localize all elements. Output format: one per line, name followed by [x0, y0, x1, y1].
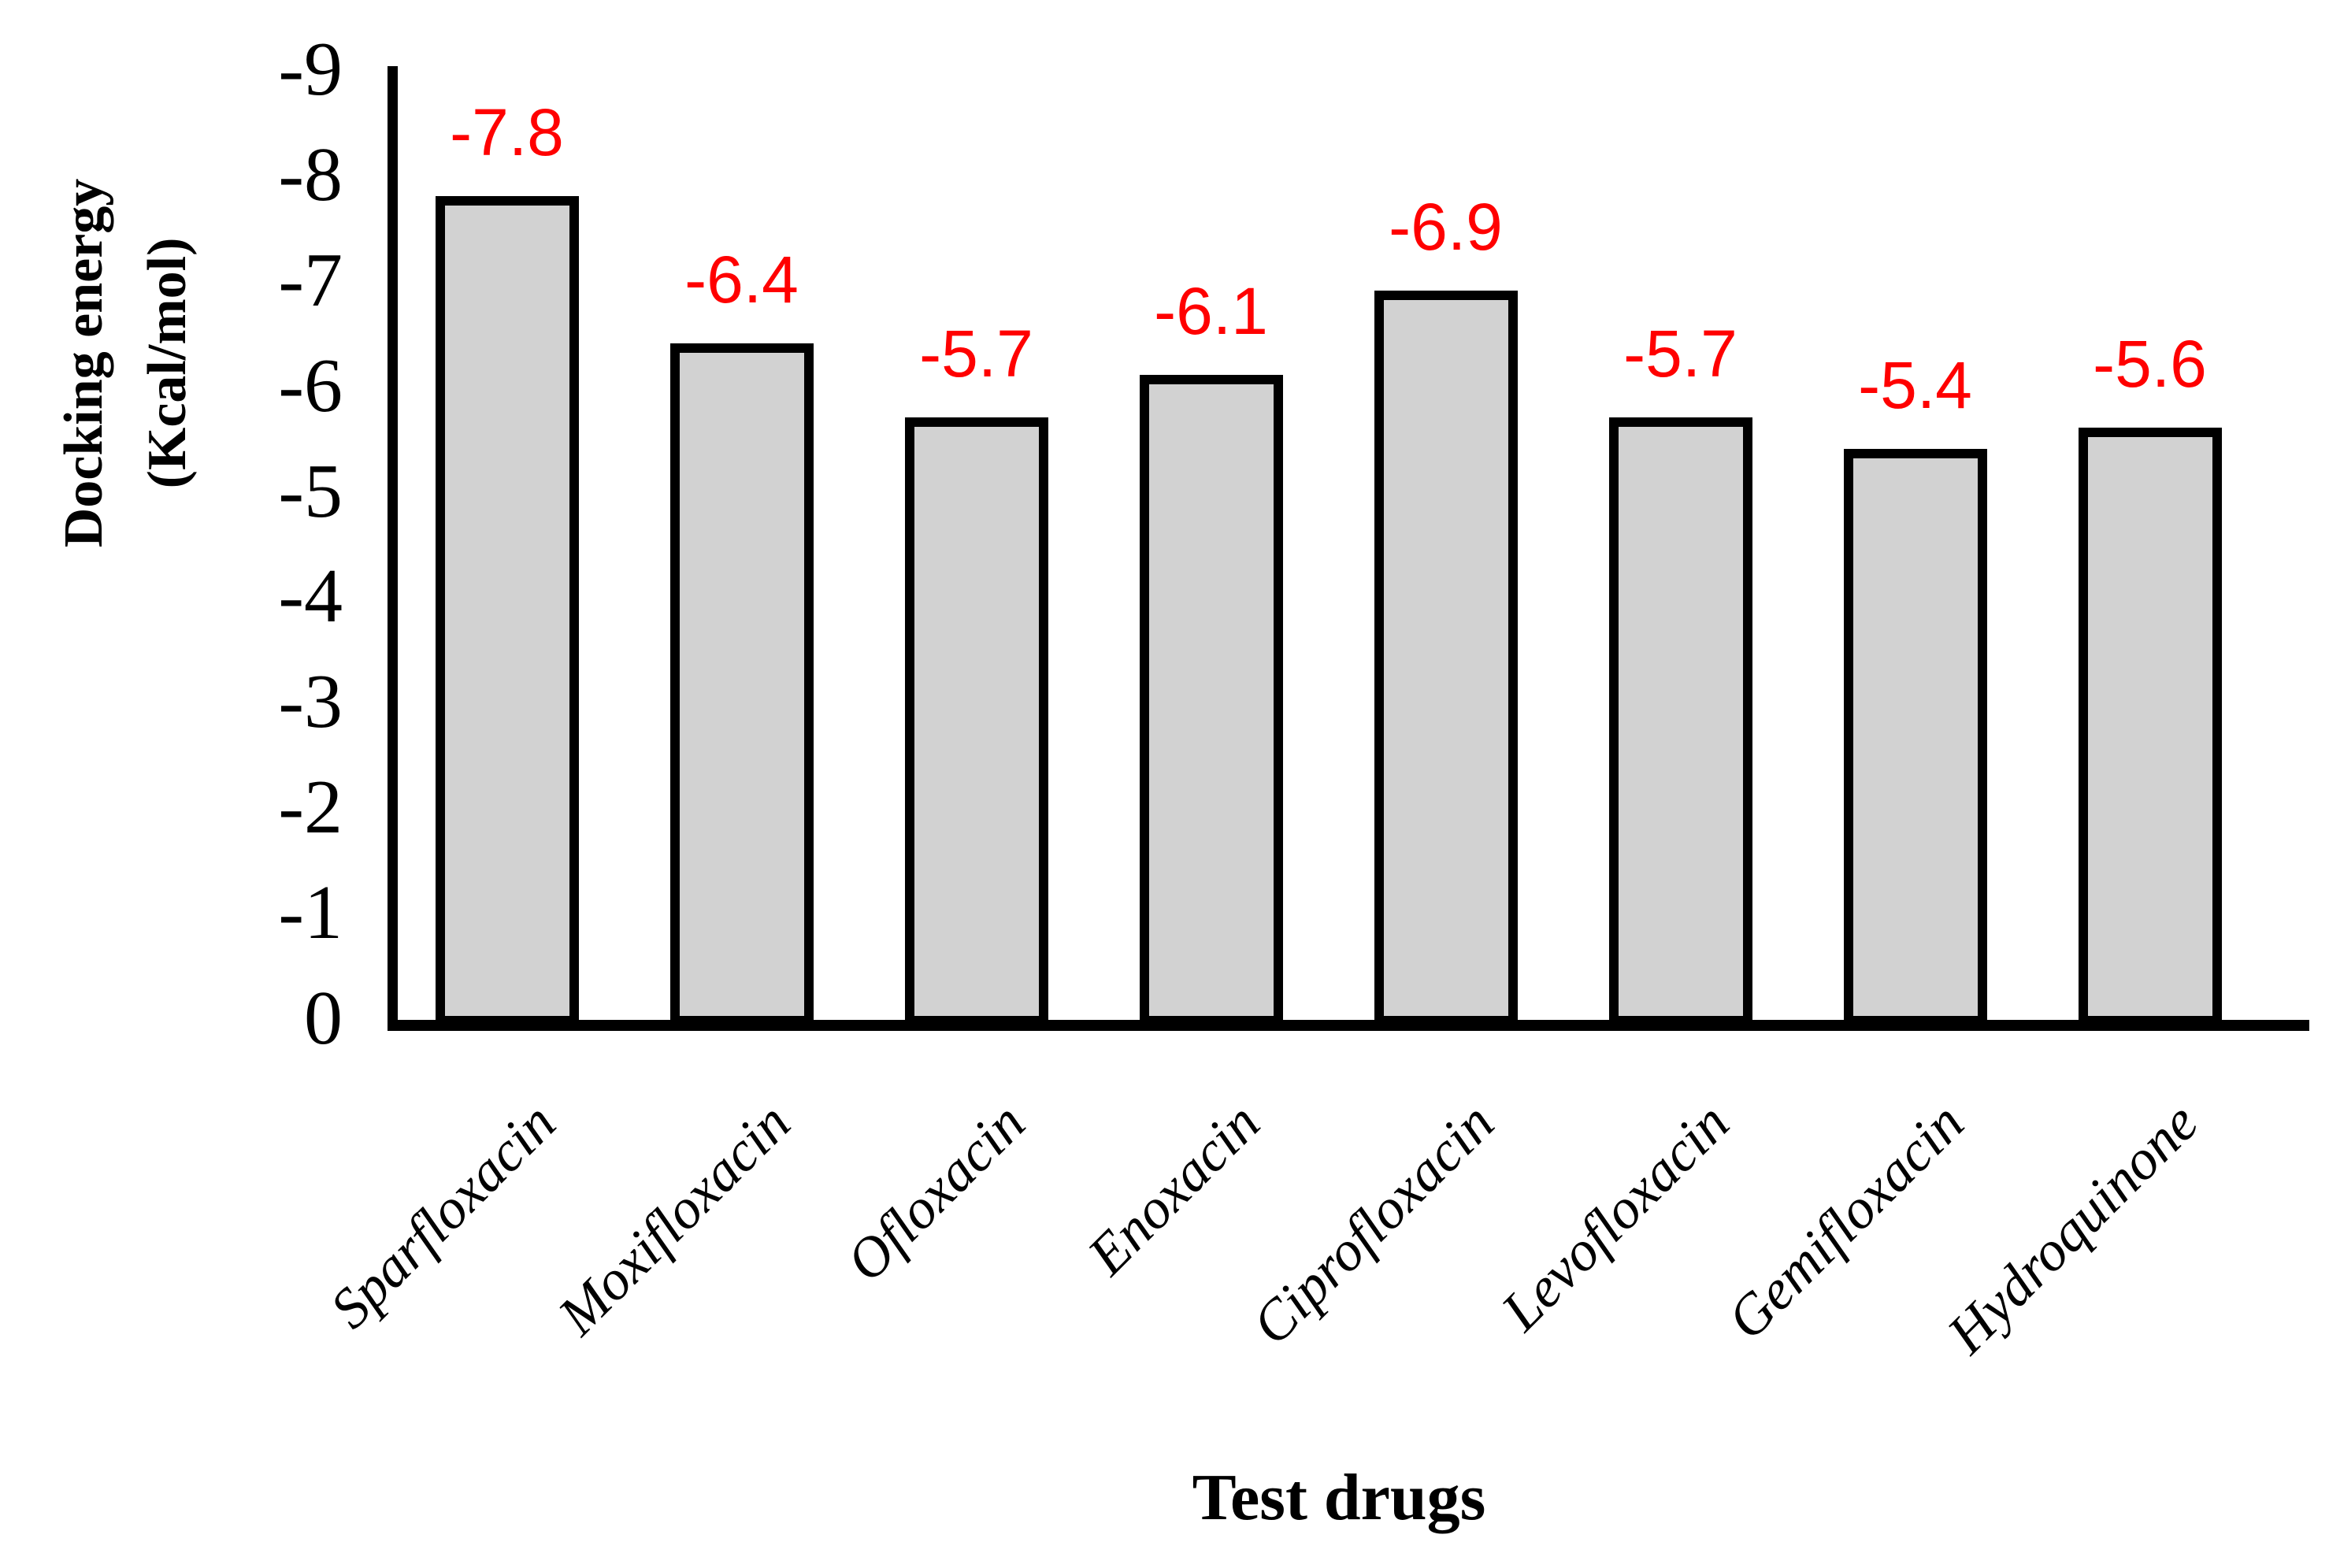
bar-sparfloxacin: [435, 195, 579, 1025]
bar-value-label: -5.4: [1858, 348, 1972, 422]
x-axis-title: Test drugs: [1192, 1461, 1486, 1534]
y-axis-title-line1: Docking energy: [54, 178, 114, 548]
bar-value-label: -5.7: [1623, 316, 1737, 391]
y-axis-tick-label: -2: [278, 765, 343, 851]
x-axis-category-label: Sparfloxacin: [317, 1091, 568, 1340]
x-axis-category-label: Ofloxacin: [833, 1091, 1037, 1294]
bar-moxifloxacin: [669, 343, 814, 1025]
x-axis-category-label: Levofloxacin: [1489, 1091, 1741, 1343]
bar-value-label: -6.1: [1154, 274, 1268, 349]
bar-ciprofloxacin: [1374, 291, 1518, 1025]
y-axis-tick-label: -5: [278, 448, 343, 534]
bar-levofloxacin: [1608, 417, 1752, 1025]
y-axis-tick-label: 0: [304, 976, 343, 1061]
bar-enoxacin: [1139, 375, 1283, 1025]
bar-value-label: -6.9: [1389, 190, 1503, 265]
y-axis-line: [388, 66, 398, 1028]
y-axis-tick-label: -6: [278, 343, 343, 428]
x-axis-category-label: Moxifloxacin: [545, 1091, 803, 1347]
y-axis-tick-label: -9: [278, 27, 343, 112]
bar-value-label: -5.7: [919, 316, 1033, 391]
y-axis-title-line2: (Kcal/mol): [137, 237, 198, 489]
bar-value-label: -5.6: [2093, 327, 2207, 402]
y-axis-tick-label: -7: [278, 237, 343, 323]
x-axis-category-label: Hydroquinone: [1935, 1091, 2211, 1366]
y-axis-tick-label: -3: [278, 659, 343, 745]
bar-ofloxacin: [904, 417, 1048, 1025]
x-axis-category-label: Enoxacin: [1075, 1091, 1272, 1287]
y-axis-title: Docking energy (Kcal/mol): [43, 9, 210, 717]
y-axis-tick-label: -8: [278, 132, 343, 217]
bar-gemifloxacin: [1843, 449, 1987, 1025]
x-axis-category-label: Gemifloxacin: [1715, 1091, 1976, 1351]
y-axis-tick-label: -1: [278, 870, 343, 956]
y-axis-tick-label: -4: [278, 554, 343, 639]
bar-hydroquinone: [2078, 428, 2222, 1025]
bar-value-label: -7.8: [450, 95, 564, 169]
x-axis-category-label: Ciprofloxacin: [1240, 1091, 1507, 1357]
x-axis-line: [388, 1020, 2309, 1031]
bar-value-label: -6.4: [684, 243, 799, 317]
